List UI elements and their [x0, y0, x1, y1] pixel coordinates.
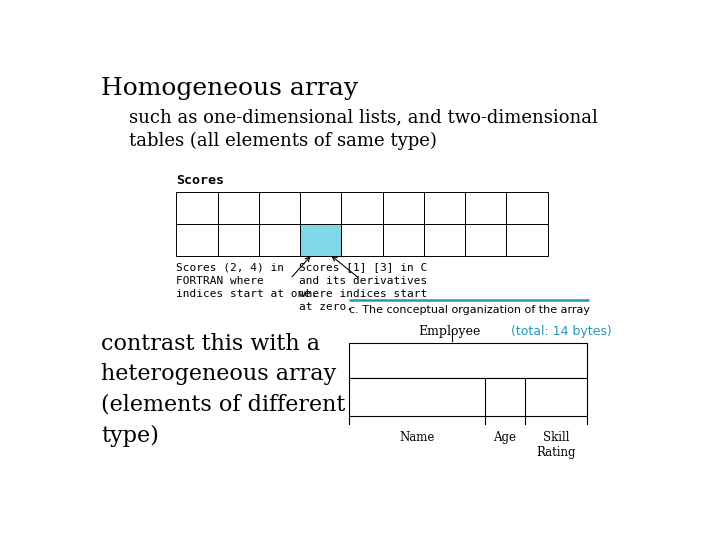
Text: Homogeneous array: Homogeneous array	[101, 77, 359, 100]
Bar	[349, 379, 587, 416]
Text: Scores [1] [3] in C
and its derivatives
where indices start
at zero.: Scores [1] [3] in C and its derivatives …	[300, 262, 428, 312]
Text: contrast this with a
heterogeneous array
(elements of different
type): contrast this with a heterogeneous array…	[101, 333, 346, 447]
Bar	[506, 224, 548, 256]
Bar	[341, 224, 382, 256]
Text: Name: Name	[400, 431, 435, 444]
Text: Scores: Scores	[176, 174, 225, 187]
Bar	[300, 192, 341, 224]
Bar	[382, 192, 424, 224]
Bar	[465, 192, 506, 224]
Bar	[341, 192, 382, 224]
Bar	[217, 192, 259, 224]
Bar	[300, 224, 341, 256]
Text: c. The conceptual organization of the array: c. The conceptual organization of the ar…	[349, 305, 590, 315]
Bar	[424, 192, 465, 224]
Bar	[424, 224, 465, 256]
Bar	[259, 224, 300, 256]
Bar	[506, 192, 548, 224]
Text: Age: Age	[493, 431, 516, 444]
Bar	[465, 224, 506, 256]
Bar	[217, 224, 259, 256]
Bar	[259, 192, 300, 224]
Text: Scores (2, 4) in
FORTRAN where
indices start at one.: Scores (2, 4) in FORTRAN where indices s…	[176, 262, 318, 299]
Bar	[176, 224, 217, 256]
Bar	[382, 224, 424, 256]
Text: (total: 14 bytes): (total: 14 bytes)	[511, 325, 612, 338]
Text: such as one-dimensional lists, and two-dimensional
tables (all elements of same : such as one-dimensional lists, and two-d…	[129, 109, 598, 150]
Text: Skill
Rating: Skill Rating	[536, 431, 575, 458]
Text: Employee: Employee	[419, 325, 481, 338]
Bar	[176, 192, 217, 224]
Bar	[349, 343, 587, 379]
